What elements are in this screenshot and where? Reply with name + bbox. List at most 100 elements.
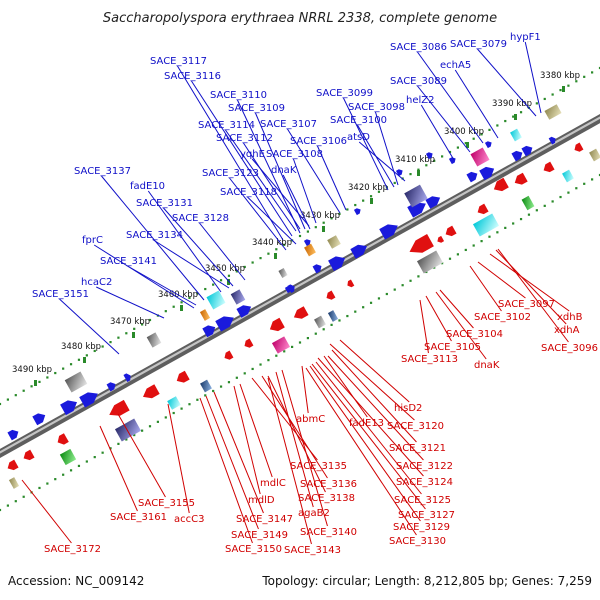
inner-track-dot (369, 301, 373, 304)
inner-track-dot (148, 425, 152, 428)
reverse-gene-arrow (514, 172, 528, 185)
reverse-gene-label: SACE_3104 (446, 329, 503, 340)
feature-block (416, 250, 444, 274)
inner-track-dot (275, 354, 278, 357)
ruler-dot (496, 124, 499, 127)
inner-track-dot (235, 376, 238, 379)
forward-label-connector (225, 129, 297, 232)
reverse-label-connector (469, 265, 502, 312)
reverse-gene-label: agaB2 (298, 508, 330, 519)
reverse-label-connector (477, 261, 526, 299)
inner-track-dot (69, 469, 73, 472)
ruler-dot (148, 318, 152, 322)
forward-gene-label: SACE_3128 (172, 213, 229, 224)
forward-gene-label: dnaK (271, 165, 297, 176)
inner-track-dot (212, 389, 215, 393)
forward-gene-arrow (425, 152, 433, 160)
inner-track-dot (393, 288, 396, 291)
ruler-dot (133, 327, 136, 330)
inner-track-dot (543, 204, 546, 207)
reverse-gene-label: SACE_3149 (231, 530, 288, 541)
reverse-label-connector (435, 291, 487, 360)
forward-gene-label: SACE_3098 (348, 102, 405, 113)
ruler-dot (535, 102, 538, 105)
forward-gene-label: SACE_3117 (150, 56, 207, 67)
forward-gene-arrow (215, 316, 234, 332)
forward-gene-label: SACE_3110 (210, 90, 267, 101)
ruler-dot (480, 133, 483, 136)
reverse-gene-arrow (109, 399, 130, 416)
reverse-gene-label: SACE_3120 (387, 421, 444, 432)
forward-gene-label: SACE_3151 (32, 289, 89, 300)
reverse-gene-label: SACE_3125 (394, 495, 451, 506)
ruler-tick (132, 332, 135, 338)
feature-block (64, 371, 88, 393)
reverse-gene-label: SACE_3150 (225, 544, 282, 555)
reverse-gene-label: fadE13 (349, 418, 384, 429)
inner-track-dot (306, 336, 309, 340)
forward-label-connector (292, 158, 317, 224)
ruler-tick (466, 142, 469, 148)
accession-text: Accession: NC_009142 (8, 574, 144, 588)
inner-track-dot (472, 244, 475, 247)
inner-track-dot (480, 240, 483, 243)
forward-gene-arrow (7, 429, 19, 441)
forward-label-connector (153, 239, 230, 289)
ruler-dot (567, 84, 570, 87)
feature-block (470, 147, 490, 167)
reverse-gene-label: SACE_3135 (290, 461, 347, 472)
ruler-dot (346, 208, 349, 211)
ruler-tick (34, 380, 37, 386)
reverse-gene-arrow (269, 317, 285, 332)
inner-track-dot (496, 231, 499, 234)
reverse-gene-arrow (493, 177, 509, 192)
ruler-dot (409, 173, 412, 176)
inner-track-dot (54, 478, 57, 481)
inner-track-dot (125, 438, 128, 441)
feature-block (278, 268, 288, 278)
forward-label-connector (254, 112, 306, 230)
ruler-dot (14, 394, 17, 397)
forward-gene-arrow (350, 244, 367, 259)
feature-block (230, 289, 246, 305)
reverse-label-connector (205, 395, 259, 530)
inner-track-dot (362, 306, 365, 309)
ruler-dot (117, 336, 120, 339)
inner-track-dot (188, 403, 191, 406)
inner-track-dot (227, 381, 231, 384)
inner-track-dot (259, 363, 262, 366)
ruler-dot (93, 349, 96, 353)
forward-gene-label: hcaC2 (81, 277, 112, 288)
inner-track-dot (109, 447, 112, 450)
ruler-dot (338, 212, 341, 215)
ruler-tick-label: 3440 kbp (252, 238, 292, 248)
forward-gene-arrow (353, 208, 361, 216)
forward-gene-label: SACE_3131 (136, 198, 193, 209)
reverse-gene-arrow (543, 161, 555, 173)
forward-gene-arrow (379, 224, 398, 240)
reverse-label-connectors (21, 248, 570, 545)
reverse-gene-label: SACE_3102 (474, 312, 531, 323)
inner-track-dot (164, 416, 167, 419)
reverse-label-connector (331, 349, 417, 443)
inner-track-dot (456, 253, 459, 256)
ruler-dot (141, 323, 144, 326)
ruler-tick-label: 3430 kbp (300, 211, 340, 221)
reverse-label-connector (213, 391, 264, 514)
ruler-dot (85, 354, 88, 357)
reverse-gene-label: SACE_3172 (44, 544, 101, 555)
forward-label-connector (247, 196, 297, 245)
reverse-gene-label: SACE_3122 (396, 461, 453, 472)
reverse-gene-arrow (293, 306, 309, 319)
inner-track-dot (141, 429, 144, 432)
ruler-tick-label: 3400 kbp (444, 127, 484, 137)
reverse-label-connector (275, 371, 314, 508)
inner-track-dot (46, 482, 49, 485)
inner-track-dot (377, 297, 381, 300)
forward-label-connector (59, 298, 120, 355)
forward-gene-label: SACE_3089 (390, 76, 447, 87)
inner-track-dot (267, 359, 270, 362)
ruler-dot (314, 226, 317, 229)
forward-gene-label: SACE_3118 (220, 187, 277, 198)
ruler-dot (598, 66, 600, 70)
